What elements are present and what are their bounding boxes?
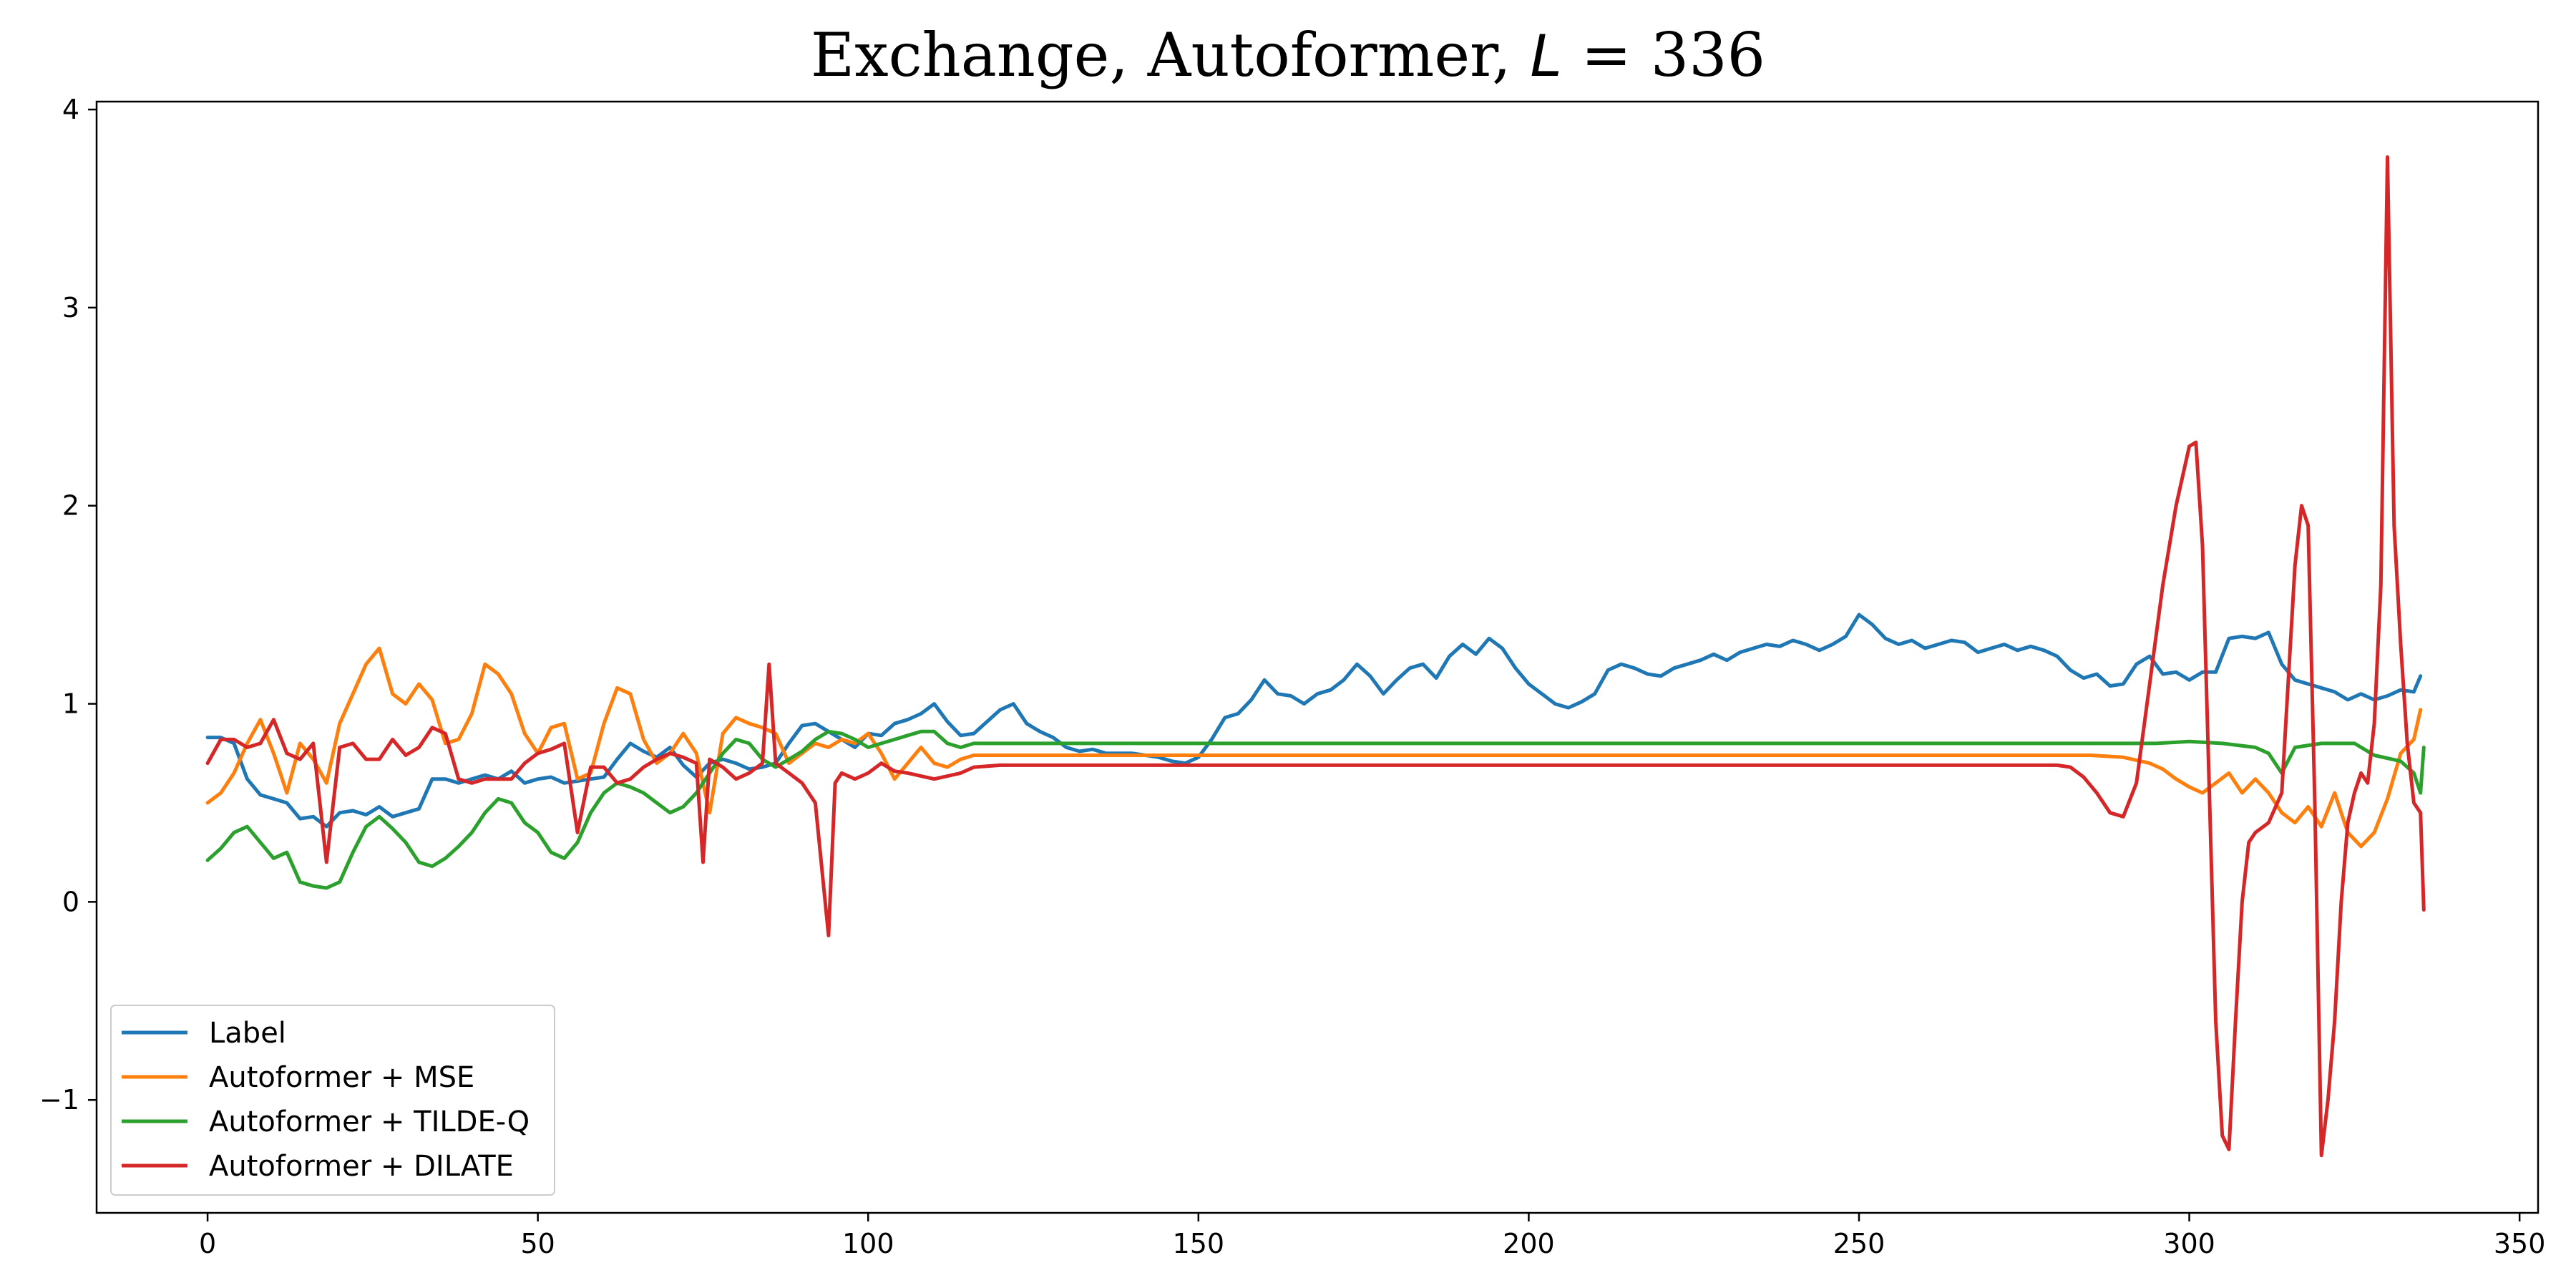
chart-title: Exchange, Autoformer, L = 336 [0, 20, 2576, 90]
y-tick-label: 2 [62, 490, 79, 522]
y-tick-label: −1 [39, 1084, 79, 1116]
series-line-2 [205, 729, 2426, 890]
x-tick-label: 300 [2163, 1228, 2215, 1259]
chart-title-prefix: Exchange, Autoformer, [810, 20, 1531, 90]
y-tick-label: 1 [62, 688, 79, 720]
x-tick-label: 100 [842, 1228, 894, 1259]
chart-title-suffix: = 336 [1561, 20, 1766, 90]
plot-area-frame [95, 100, 2540, 1214]
x-tick-label: 200 [1503, 1228, 1555, 1259]
chart-title-variable: L [1530, 23, 1562, 89]
legend-label-1: Autoformer + MSE [209, 1061, 474, 1094]
x-tick-label: 150 [1173, 1228, 1225, 1259]
y-tick-label: 4 [62, 94, 79, 125]
x-tick-label: 50 [520, 1228, 555, 1259]
series-layer [205, 155, 2426, 1158]
legend-frame [110, 1005, 555, 1196]
legend: Label Autoformer + MSE Autoformer + TILDE-… [110, 1005, 555, 1196]
series-line-0 [205, 613, 2423, 829]
x-tick-label: 350 [2494, 1228, 2546, 1259]
series-line-1 [205, 646, 2423, 849]
legend-label-0: Label [209, 1017, 286, 1050]
series-line-3 [205, 155, 2426, 1158]
y-tick-label: 0 [62, 886, 79, 917]
legend-label-3: Autoformer + DILATE [209, 1150, 514, 1183]
x-tick-label: 0 [199, 1228, 216, 1259]
legend-label-2: Autoformer + TILDE-Q [209, 1106, 530, 1138]
y-tick-label: 3 [62, 292, 79, 323]
x-tick-label: 250 [1833, 1228, 1885, 1259]
axis-ticks: 0 50 100 150 200 250 300 350 −1 0 1 2 3 4 [39, 94, 2545, 1259]
